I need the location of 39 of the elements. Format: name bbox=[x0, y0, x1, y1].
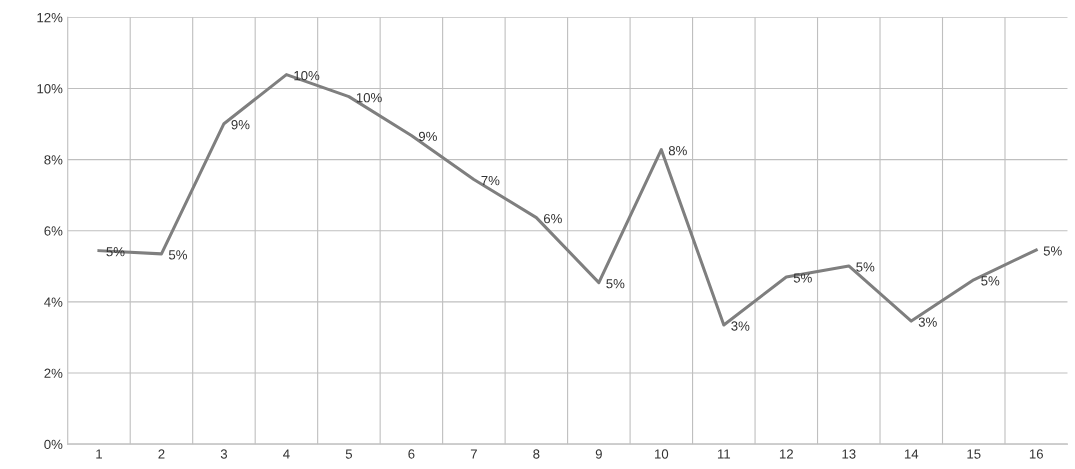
x-tick-label: 1 bbox=[96, 449, 102, 459]
y-tick-label: 12% bbox=[37, 12, 63, 23]
data-label: 10% bbox=[356, 93, 382, 103]
x-tick-label: 7 bbox=[470, 449, 477, 459]
x-tick-label: 2 bbox=[158, 449, 165, 459]
data-label: 5% bbox=[106, 247, 125, 257]
data-label: 5% bbox=[856, 262, 875, 272]
data-label: 5% bbox=[793, 273, 812, 283]
data-label: 5% bbox=[981, 276, 1000, 286]
data-label: 3% bbox=[918, 317, 937, 327]
x-tick-label: 4 bbox=[283, 449, 290, 459]
x-tick-label: 13 bbox=[842, 449, 856, 459]
data-label: 5% bbox=[168, 250, 187, 260]
x-tick-label: 14 bbox=[904, 449, 919, 459]
y-tick-label: 0% bbox=[44, 439, 63, 450]
data-label: 6% bbox=[543, 213, 562, 224]
y-tick-label: 4% bbox=[44, 297, 63, 307]
x-tick-label: 6 bbox=[408, 449, 415, 459]
x-tick-label: 16 bbox=[1029, 449, 1043, 459]
data-label: 9% bbox=[231, 120, 250, 130]
x-tick-label: 15 bbox=[967, 449, 981, 459]
data-label: 10% bbox=[294, 70, 320, 81]
data-label: 3% bbox=[731, 321, 750, 331]
x-tick-label: 5 bbox=[345, 449, 353, 459]
data-label: 5% bbox=[606, 279, 625, 289]
x-tick-label: 9 bbox=[595, 449, 602, 459]
x-tick-label: 3 bbox=[220, 449, 228, 459]
data-label: 7% bbox=[481, 175, 500, 186]
x-tick-label: 8 bbox=[533, 449, 540, 459]
y-tick-label: 6% bbox=[44, 226, 63, 236]
x-tick-label: 12 bbox=[779, 449, 793, 459]
x-tick-label: 10 bbox=[655, 449, 669, 459]
y-tick-label: 8% bbox=[44, 155, 63, 165]
data-label: 5% bbox=[1043, 246, 1062, 256]
data-label: 8% bbox=[668, 146, 687, 156]
y-tick-label: 2% bbox=[44, 368, 63, 378]
data-label: 9% bbox=[418, 131, 437, 142]
y-tick-label: 10% bbox=[37, 84, 63, 94]
x-tick-label: 11 bbox=[717, 449, 731, 459]
